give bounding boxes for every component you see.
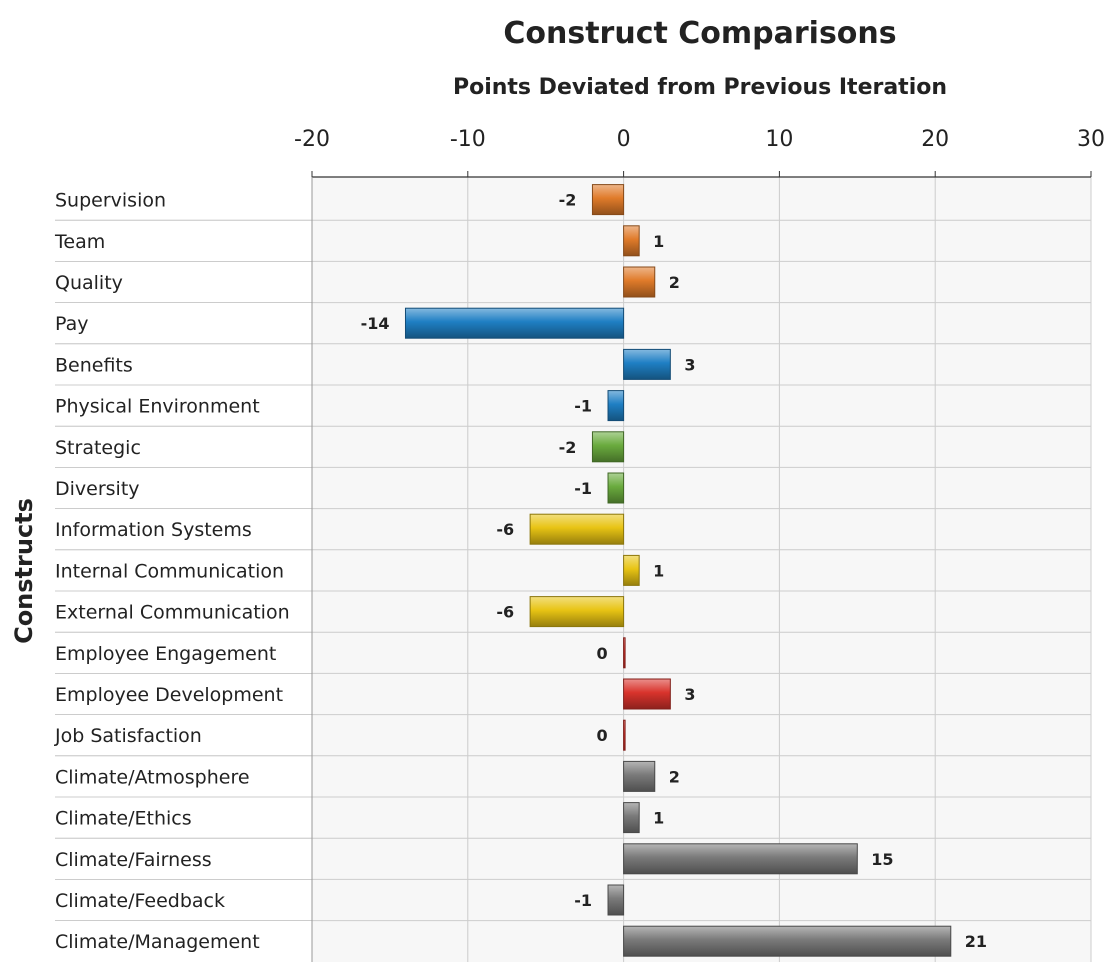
data-label: 2	[669, 767, 680, 786]
x-tick-label: -10	[450, 127, 486, 152]
data-label: -6	[496, 520, 514, 539]
y-axis-label: Constructs	[10, 498, 38, 644]
bar	[623, 554, 640, 586]
data-label: 15	[871, 850, 893, 869]
bar	[623, 925, 952, 957]
data-label: 0	[596, 644, 607, 663]
x-tick-label: 0	[617, 127, 631, 152]
category-label: Supervision	[55, 190, 166, 212]
data-label: -1	[574, 397, 592, 416]
x-tick-label: 30	[1077, 127, 1105, 152]
bar	[607, 884, 625, 916]
data-label: -2	[559, 438, 577, 457]
category-label: Benefits	[55, 354, 133, 376]
bar	[623, 802, 640, 834]
data-label: 21	[965, 932, 987, 951]
data-label: -14	[361, 314, 390, 333]
data-label: 1	[653, 809, 664, 828]
bar	[591, 184, 625, 216]
category-label: Physical Environment	[55, 396, 260, 418]
category-label: Team	[54, 231, 105, 253]
category-label: Job Satisfaction	[54, 725, 202, 747]
category-label: Strategic	[55, 437, 141, 459]
data-label: -1	[574, 479, 592, 498]
category-label: Employee Engagement	[55, 643, 276, 665]
category-label: Pay	[55, 313, 89, 335]
bar	[529, 513, 625, 545]
category-label: Employee Development	[55, 684, 283, 706]
bar	[607, 390, 625, 422]
bar	[623, 637, 626, 669]
bar	[623, 719, 626, 751]
bar	[623, 678, 671, 710]
category-label: Climate/Fairness	[55, 849, 212, 871]
data-label: -6	[496, 603, 514, 622]
category-label: Climate/Atmosphere	[55, 766, 250, 788]
category-label: Quality	[55, 272, 123, 294]
data-label: 0	[596, 726, 607, 745]
bar	[404, 307, 625, 339]
chart-subtitle: Points Deviated from Previous Iteration	[453, 75, 947, 100]
data-label: 1	[653, 561, 664, 580]
category-label: External Communication	[55, 602, 290, 624]
bar	[623, 266, 656, 298]
bar	[591, 431, 625, 463]
chart-title: Construct Comparisons	[503, 16, 896, 51]
data-label: 1	[653, 232, 664, 251]
data-label: 3	[684, 355, 695, 374]
category-label: Internal Communication	[55, 560, 284, 582]
bar	[623, 225, 640, 257]
bar	[623, 348, 671, 380]
bar	[529, 596, 625, 628]
data-label: 2	[669, 273, 680, 292]
x-tick-label: 20	[921, 127, 949, 152]
data-label: 3	[684, 685, 695, 704]
x-tick-label: 10	[765, 127, 793, 152]
bar	[623, 843, 858, 875]
x-tick-label: -20	[294, 127, 330, 152]
category-label: Diversity	[55, 478, 140, 500]
data-label: -1	[574, 891, 592, 910]
category-label: Climate/Management	[55, 931, 260, 953]
category-label: Climate/Ethics	[55, 808, 192, 830]
bar	[623, 760, 656, 792]
category-label: Climate/Feedback	[55, 890, 225, 912]
category-label: Information Systems	[55, 519, 252, 541]
data-label: -2	[559, 191, 577, 210]
bar	[607, 472, 625, 504]
